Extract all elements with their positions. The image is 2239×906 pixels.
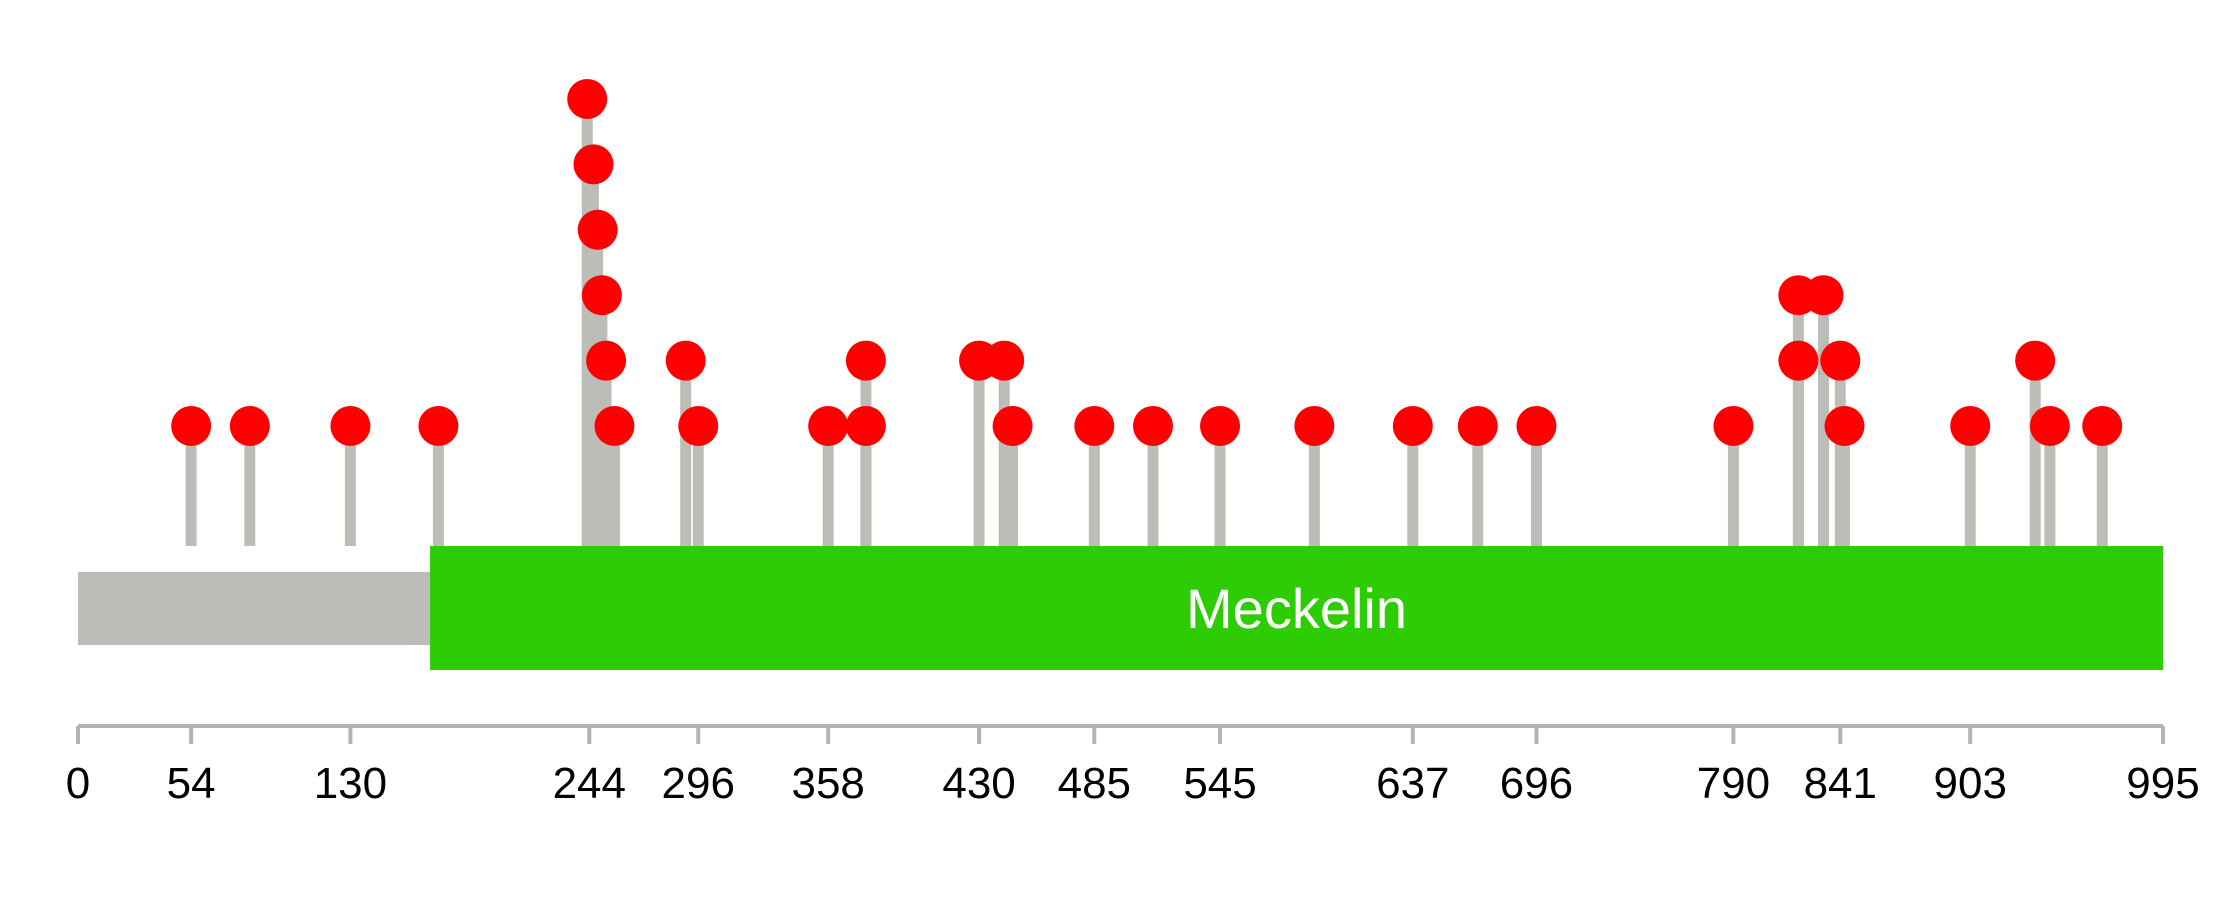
mutation-marker[interactable] — [665, 340, 706, 381]
mutation-marker[interactable] — [581, 275, 622, 316]
axis-tick-label: 244 — [553, 759, 626, 808]
mutation-marker[interactable] — [1392, 406, 1433, 446]
mutation-marker[interactable] — [1778, 340, 1819, 381]
axis-tick-label: 841 — [1804, 759, 1877, 808]
mutation-marker[interactable] — [567, 79, 608, 119]
mutation-marker[interactable] — [229, 406, 270, 446]
mutation-marker[interactable] — [845, 340, 886, 381]
position-axis: 0 54 130 244 296 358 430 485 545 637 696 790 841 903 9… — [66, 724, 2200, 808]
protein-domains: Meckelin — [430, 546, 2164, 670]
mutation-marker[interactable] — [984, 340, 1025, 381]
mutation-marker[interactable] — [1200, 406, 1241, 446]
axis-tick-label: 130 — [314, 759, 387, 808]
mutation-marker[interactable] — [1294, 406, 1335, 446]
axis-tick-label: 790 — [1697, 759, 1770, 808]
axis-tick-label: 545 — [1183, 759, 1256, 808]
mutation-marker[interactable] — [1457, 406, 1498, 446]
axis-tick-label: 54 — [167, 759, 216, 808]
mutation-marker[interactable] — [586, 340, 627, 381]
mutation-marker[interactable] — [2029, 406, 2070, 446]
mutation-stems — [185, 99, 2108, 546]
mutation-marker[interactable] — [2082, 406, 2123, 446]
mutation-marker[interactable] — [808, 406, 849, 446]
mutation-marker[interactable] — [418, 406, 459, 446]
mutation-marker[interactable] — [678, 406, 719, 446]
mutation-marker[interactable] — [1820, 340, 1861, 381]
mutation-marker[interactable] — [1516, 406, 1557, 446]
mutation-marker[interactable] — [845, 406, 886, 446]
mutation-marker[interactable] — [992, 406, 1033, 446]
domain-meckelin — [430, 546, 2164, 670]
mutation-marker[interactable] — [577, 209, 618, 250]
mutation-marker[interactable] — [1824, 406, 1865, 446]
axis-tick-label: 485 — [1058, 759, 1131, 808]
mutation-marker[interactable] — [330, 406, 371, 446]
mutation-marker[interactable] — [171, 406, 212, 446]
axis-tick-label: 296 — [662, 759, 735, 808]
mutation-marker[interactable] — [573, 144, 614, 185]
mutation-marker[interactable] — [1074, 406, 1115, 446]
axis-tick-label: 637 — [1376, 759, 1449, 808]
domain-label: Meckelin — [1186, 577, 1407, 640]
mutation-marker[interactable] — [1713, 406, 1754, 446]
mutation-marker[interactable] — [1950, 406, 1991, 446]
mutation-marker[interactable] — [1132, 406, 1173, 446]
axis-tick-label: 430 — [942, 759, 1015, 808]
axis-tick-label: 903 — [1934, 759, 2007, 808]
axis-tick-label: 995 — [2126, 759, 2199, 808]
mutation-markers — [171, 79, 2123, 446]
axis-tick-label: 696 — [1500, 759, 1573, 808]
axis-tick-label: 358 — [791, 759, 864, 808]
mutation-marker[interactable] — [2015, 340, 2056, 381]
axis-tick-label: 0 — [66, 759, 90, 808]
mutation-marker[interactable] — [594, 406, 635, 446]
mutation-marker[interactable] — [1803, 275, 1844, 316]
